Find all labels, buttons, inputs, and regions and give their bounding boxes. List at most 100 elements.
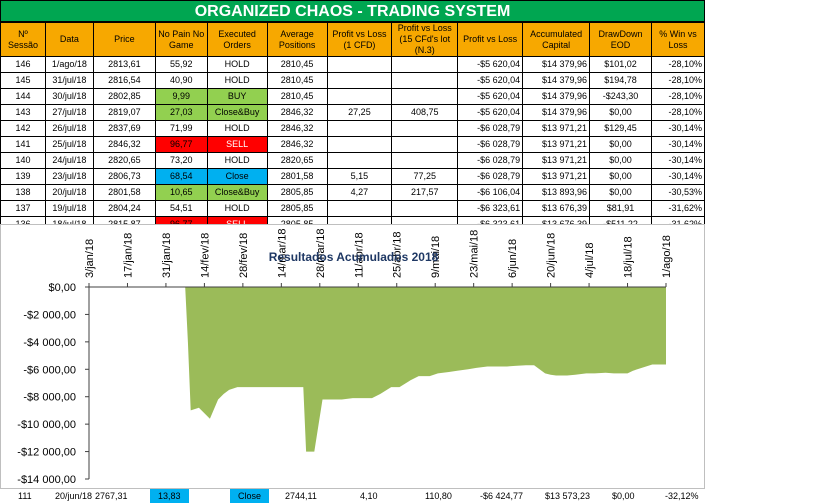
table-cell: -$6 028,79 <box>457 136 524 153</box>
x-tick-label: 25/abr/18 <box>392 232 404 278</box>
table-cell: HOLD <box>206 120 268 137</box>
table-cell: 111 <box>18 491 32 501</box>
x-tick-label: 9/mai/18 <box>430 236 442 278</box>
table-row: 143 27/jul/18 2819,07 27,03 Close&Buy 2846,32… <box>0 104 706 121</box>
column-header: % Win vs Loss <box>650 22 706 57</box>
x-tick-label: 6/jun/18 <box>507 239 519 278</box>
table-cell <box>391 200 459 217</box>
table-cell: 2846,32 <box>92 136 156 153</box>
table-cell: 71,99 <box>154 120 208 137</box>
column-header: Data <box>44 22 94 57</box>
table-cell: 13,83 <box>150 489 189 503</box>
table-cell: 24/jul/18 <box>44 152 94 169</box>
table-cell: 4,10 <box>360 491 378 501</box>
table-cell: 2767,31 <box>95 491 128 501</box>
table-cell: -$6 424,77 <box>480 491 524 501</box>
column-header: Executed Orders <box>206 22 268 57</box>
y-tick-label: -$14 000,00 <box>17 474 76 486</box>
table-cell: 2837,69 <box>92 120 156 137</box>
table-cell <box>326 88 393 105</box>
table-cell: 20/jun/18 <box>55 491 93 501</box>
table-cell: -$6 323,61 <box>457 200 524 217</box>
table-cell: 2744,11 <box>285 491 317 501</box>
table-cell: 5,15 <box>326 168 393 185</box>
table-cell: -30,14% <box>650 168 706 185</box>
x-tick-label: 18/jul/18 <box>623 236 635 278</box>
table-cell: $0,00 <box>589 184 652 201</box>
table-cell: Close <box>230 489 270 503</box>
y-tick-label: $0,00 <box>48 282 76 294</box>
y-tick-label: -$10 000,00 <box>17 419 76 431</box>
table-cell: Close&Buy <box>206 184 268 201</box>
table-cell: -$6 028,79 <box>457 120 524 137</box>
table-cell: 2804,24 <box>92 200 156 217</box>
sheet-title: ORGANIZED CHAOS - TRADING SYSTEM <box>0 0 705 22</box>
table-cell <box>391 56 459 73</box>
table-cell: 26/jul/18 <box>44 120 94 137</box>
table-cell: 142 <box>0 120 46 137</box>
table-cell: $0,00 <box>589 152 652 169</box>
area-series <box>89 287 666 452</box>
table-cell: 25/jul/18 <box>44 136 94 153</box>
y-tick-label: -$4 000,00 <box>23 337 76 349</box>
table-cell: $13 971,21 <box>522 168 591 185</box>
table-cell <box>391 88 459 105</box>
table-cell: 146 <box>0 56 46 73</box>
table-cell: -$6 028,79 <box>457 168 524 185</box>
column-header: Accumulated Capital <box>522 22 591 57</box>
table-cell: SELL <box>206 136 268 153</box>
table-cell: 2820,65 <box>92 152 156 169</box>
table-cell: 2801,58 <box>266 168 328 185</box>
table-row: 142 26/jul/18 2837,69 71,99 HOLD 2846,32 -$6 0… <box>0 120 706 137</box>
y-tick-label: -$12 000,00 <box>17 447 76 459</box>
table-row: 145 31/jul/18 2816,54 40,90 HOLD 2810,45 -$5 6… <box>0 72 706 89</box>
y-tick-label: -$2 000,00 <box>23 309 76 321</box>
table-cell: -28,10% <box>650 72 706 89</box>
table-cell: 138 <box>0 184 46 201</box>
table-cell: 2846,32 <box>266 104 328 121</box>
table-cell: 30/jul/18 <box>44 88 94 105</box>
table-cell: $13 971,21 <box>522 136 591 153</box>
table-cell: -28,10% <box>650 56 706 73</box>
table-cell: $13 971,21 <box>522 152 591 169</box>
table-cell <box>326 152 393 169</box>
x-tick-label: 20/jun/18 <box>546 233 558 278</box>
table-row: 144 30/jul/18 2802,85 9,99 BUY 2810,45 -$5 620… <box>0 88 706 105</box>
x-tick-label: 17/jan/18 <box>122 233 134 278</box>
table-cell <box>391 136 459 153</box>
table-cell: 145 <box>0 72 46 89</box>
table-cell: $101,02 <box>589 56 652 73</box>
table-cell: $13 573,23 <box>545 491 591 501</box>
table-cell: -30,14% <box>650 152 706 169</box>
table-cell: HOLD <box>206 56 268 73</box>
chart-panel[interactable]: $0,00 -$2 000,00 -$4 000,00 -$6 000,00 -$8 0… <box>0 224 705 489</box>
table-cell: 110,80 <box>425 491 452 501</box>
chart-title: Resultados Acumulados 2018 <box>268 250 439 264</box>
table-cell: -$5 620,04 <box>457 104 524 121</box>
table-cell: $81,91 <box>589 200 652 217</box>
table-row: 146 1/ago/18 2813,61 55,92 HOLD 2810,45 -$5 62… <box>0 56 706 73</box>
table-cell: HOLD <box>206 72 268 89</box>
table-cell: 68,54 <box>154 168 208 185</box>
table-cell: -30,53% <box>650 184 706 201</box>
table-cell: -$5 620,04 <box>457 72 524 89</box>
table-cell: $194,78 <box>589 72 652 89</box>
table-cell: 217,57 <box>391 184 459 201</box>
x-tick-label: 23/mai/18 <box>469 230 481 278</box>
table-cell: 2810,45 <box>266 56 328 73</box>
table-cell: 2846,32 <box>266 136 328 153</box>
column-header: Profit vs Loss (15 CFd's lot (N.3) <box>391 22 459 57</box>
table-cell: 1/ago/18 <box>44 56 94 73</box>
table-row: 137 19/jul/18 2804,24 54,51 HOLD 2805,85 -$6 3… <box>0 200 706 217</box>
table-cell <box>326 200 393 217</box>
table-cell: 2846,32 <box>266 120 328 137</box>
x-tick-label: 11/abr/18 <box>353 232 365 278</box>
table-cell: 19/jul/18 <box>44 200 94 217</box>
x-tick-label: 1/ago/18 <box>661 235 673 278</box>
table-cell: 27,25 <box>326 104 393 121</box>
table-cell: 20/jul/18 <box>44 184 94 201</box>
table-cell: 9,99 <box>154 88 208 105</box>
table-cell: -$5 620,04 <box>457 56 524 73</box>
table-cell: 144 <box>0 88 46 105</box>
area-chart: $0,00 -$2 000,00 -$4 000,00 -$6 000,00 -$8 0… <box>17 228 673 486</box>
